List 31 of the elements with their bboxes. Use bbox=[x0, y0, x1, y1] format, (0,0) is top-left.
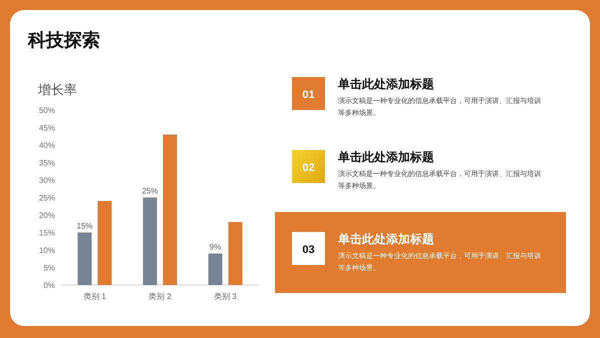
bar bbox=[98, 201, 112, 285]
bar bbox=[208, 254, 222, 285]
y-tick-label: 45% bbox=[38, 124, 55, 132]
y-tick-label: 5% bbox=[43, 264, 55, 272]
x-tick-label: 类别 2 bbox=[148, 292, 172, 301]
y-tick-label: 35% bbox=[38, 158, 55, 168]
text: 01 bbox=[302, 89, 315, 101]
text: 单击此处添加标题 bbox=[337, 77, 434, 91]
y-axis-title: 增长率 bbox=[37, 82, 77, 97]
bar bbox=[163, 134, 177, 285]
x-tick-label: 类别 3 bbox=[214, 292, 238, 301]
bar bbox=[143, 198, 157, 285]
text: 单击此处添加标题 bbox=[337, 150, 434, 164]
y-tick-label: 50% bbox=[38, 106, 55, 115]
bar bbox=[228, 222, 242, 285]
bar bbox=[78, 232, 92, 285]
chart-title: 科技探索 bbox=[27, 30, 100, 50]
y-tick-label: 40% bbox=[38, 141, 55, 150]
y-tick-label: 30% bbox=[38, 176, 55, 185]
y-tick-label: 10% bbox=[38, 246, 55, 255]
data-label: 9% bbox=[210, 242, 222, 252]
y-tick-label: 0% bbox=[43, 281, 55, 290]
y-tick-label: 20% bbox=[38, 211, 55, 220]
text: 03 bbox=[302, 244, 315, 256]
x-tick-label: 类别 1 bbox=[83, 292, 107, 301]
y-tick-label: 25% bbox=[38, 194, 55, 202]
data-label: 25% bbox=[142, 186, 158, 196]
text: 单击此处添加标题 bbox=[337, 232, 434, 246]
text: 02 bbox=[302, 162, 315, 174]
data-label: 15% bbox=[76, 222, 93, 230]
y-tick-label: 15% bbox=[38, 228, 55, 238]
